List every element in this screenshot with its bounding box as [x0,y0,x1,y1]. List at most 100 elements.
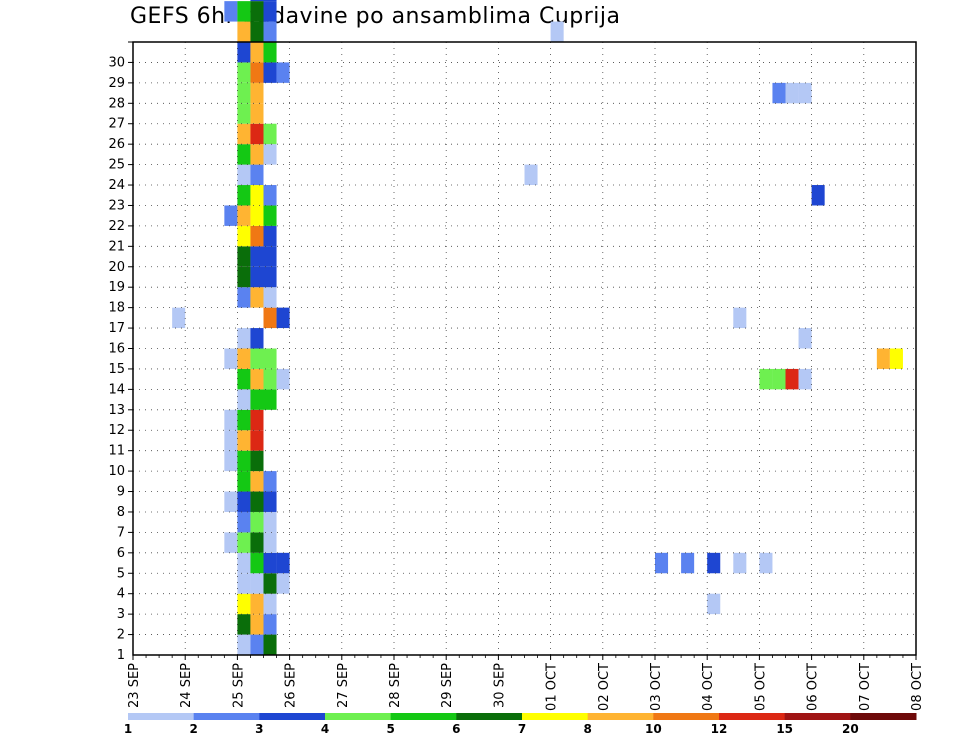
heatmap-cell [237,552,251,574]
heatmap-cell [250,225,264,247]
heatmap-cell [681,552,695,574]
heatmap-cell [263,21,277,42]
x-tick-label: 27 SEP [336,663,351,708]
heatmap-cell [250,409,264,431]
heatmap-cell [250,287,264,308]
legend-swatch [850,713,917,720]
heatmap-cell [237,246,251,267]
heatmap-cell [263,307,277,329]
heatmap-cell [798,82,812,104]
y-axis: 1234567891011121314151617181920212223242… [108,41,133,663]
heatmap-cell [250,144,264,165]
y-tick-label: 11 [108,444,125,459]
legend-swatch [325,713,392,720]
legend-label: 15 [776,722,793,736]
x-tick-label: 02 OCT [597,663,612,711]
y-tick-label: 12 [108,423,125,438]
legend-label: 5 [386,722,394,736]
heatmap-cell [785,82,799,104]
heatmap-cell [224,491,238,512]
x-tick-label: 08 OCT [910,663,925,711]
heatmap-cell [237,225,251,247]
y-tick-label: 2 [117,628,125,643]
x-tick-label: 25 SEP [231,663,246,708]
heatmap-cell [759,552,773,574]
heatmap-cell [237,185,251,206]
heatmap-cell [250,328,264,349]
x-tick-label: 24 SEP [179,663,194,708]
y-tick-label: 17 [108,321,125,336]
heatmap-cell [276,552,290,574]
y-tick-label: 5 [117,566,125,581]
heatmap-cell [250,82,264,104]
y-tick-label: 8 [117,505,125,520]
heatmap-cell [250,593,264,615]
heatmap-cell [250,532,264,553]
heatmap-cell [263,552,277,574]
heatmap-cell [250,614,264,635]
x-tick-label: 07 OCT [858,663,873,711]
heatmap-cell [237,287,251,308]
heatmap-cell [263,511,277,533]
x-tick-label: 01 OCT [545,663,560,711]
y-tick-label: 21 [108,239,125,254]
heatmap-cell [237,471,251,492]
y-tick-label: 29 [108,76,125,91]
y-tick-label: 3 [117,607,125,622]
x-tick-label: 05 OCT [753,663,768,711]
heatmap-cell [263,1,277,22]
y-tick-label: 26 [108,137,125,152]
heatmap-cell [224,348,238,369]
legend-swatch [456,713,523,720]
heatmap-cell [250,42,264,63]
y-tick-label: 24 [108,178,125,193]
legend-swatch [522,713,589,720]
heatmap-cell [224,430,238,451]
y-tick-label: 18 [108,301,125,316]
legend-swatch [587,713,654,720]
heatmap-cell [237,103,251,124]
heatmap-cell [237,348,251,369]
y-tick-label: 20 [108,260,125,275]
heatmap-cell [237,144,251,165]
heatmap-cell [263,634,277,655]
color-legend: 1 2 3 4 5 6 7 8 10 12 15 20 [124,713,917,736]
heatmap-cell [772,368,786,390]
legend-swatch [784,713,851,720]
x-tick-label: 28 SEP [388,663,403,708]
legend-swatch [259,713,326,720]
heatmap-cell [237,62,251,83]
y-tick-label: 7 [117,525,125,540]
heatmap-cell [237,1,251,22]
heatmap-cell [263,123,277,145]
x-tick-label: 29 SEP [440,663,455,708]
y-tick-label: 25 [108,158,125,173]
y-tick-label: 28 [108,96,125,111]
heatmap-cell [811,185,825,206]
heatmap-cell [263,593,277,615]
legend-swatch [719,713,786,720]
heatmap-cell [263,471,277,492]
heatmap-cell [889,348,903,369]
heatmap-cell [250,1,264,22]
y-tick-label: 10 [108,464,125,479]
chart-title: GEFS 6hr padavine po ansamblima Cuprija [130,4,621,29]
x-axis: 23 SEP 24 SEP 25 SEP 26 SEP 27 SEP 28 SEP 29 S… [127,655,925,711]
heatmap-cell [237,82,251,104]
heatmap-cell [263,368,277,390]
heatmap-cell [876,348,890,369]
heatmap-cell [263,225,277,247]
heatmap-cell [237,573,251,594]
heatmap-cell [250,511,264,533]
y-tick-label: 4 [117,587,125,602]
heatmap-cell [237,430,251,451]
legend-label: 3 [255,722,263,736]
heatmap-cell [237,21,251,42]
heatmap-cell [237,614,251,635]
heatmap-cell [263,144,277,165]
heatmap-cell [250,185,264,206]
heatmap-cell [250,348,264,369]
legend-swatch [390,713,457,720]
heatmap-cell [250,634,264,655]
y-tick-label: 23 [108,198,125,213]
